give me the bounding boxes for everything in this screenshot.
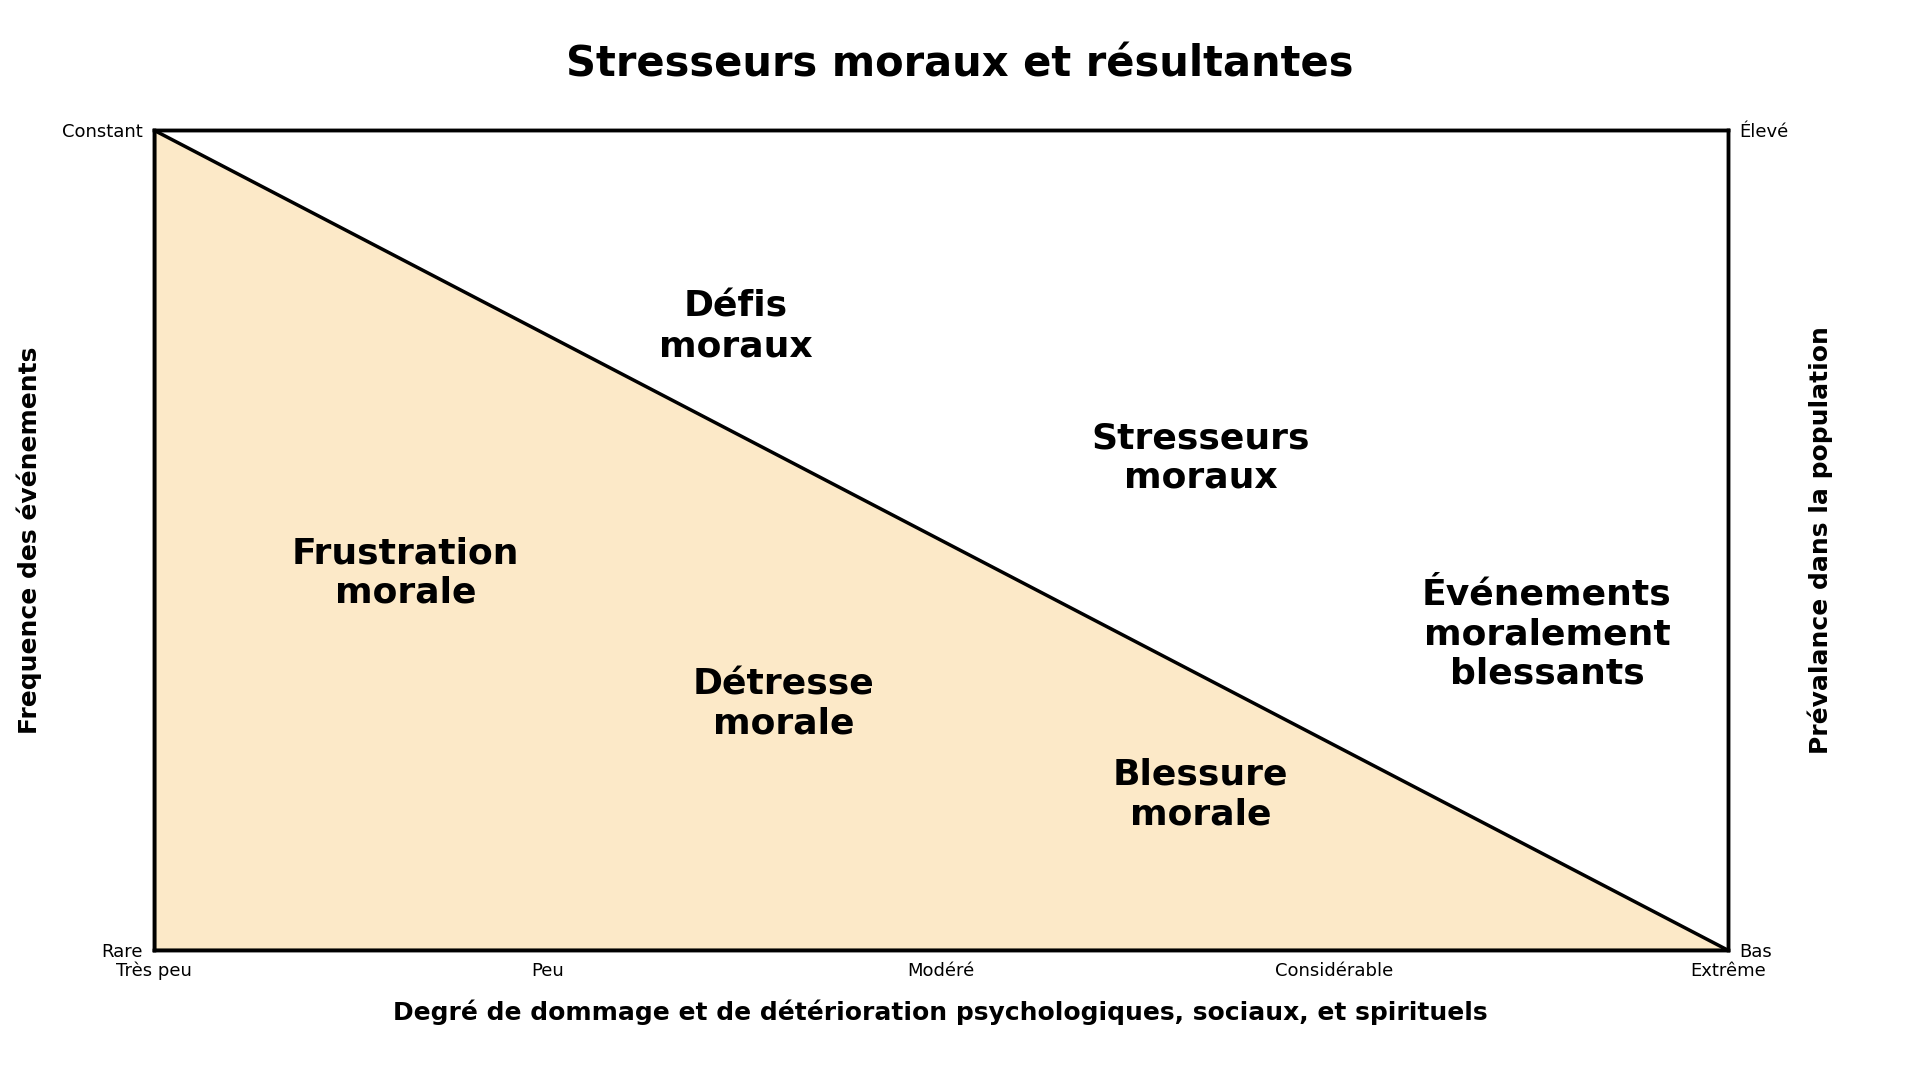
Text: Défis
moraux: Défis moraux xyxy=(659,289,812,363)
Y-axis label: Prévalance dans la population: Prévalance dans la population xyxy=(1809,326,1834,754)
Text: Stresseurs
moraux: Stresseurs moraux xyxy=(1091,421,1309,495)
Text: Détresse
morale: Détresse morale xyxy=(693,667,874,741)
Text: Frustration
morale: Frustration morale xyxy=(292,536,518,609)
X-axis label: Degré de dommage et de détérioration psychologiques, sociaux, et spirituels: Degré de dommage et de détérioration psy… xyxy=(394,999,1488,1025)
Polygon shape xyxy=(154,130,1728,950)
Text: Événements
moralement
blessants: Événements moralement blessants xyxy=(1423,578,1672,691)
Text: Blessure
morale: Blessure morale xyxy=(1114,758,1288,832)
Y-axis label: Frequence des événements: Frequence des événements xyxy=(17,347,42,733)
Text: Stresseurs moraux et résultantes: Stresseurs moraux et résultantes xyxy=(566,44,1354,85)
